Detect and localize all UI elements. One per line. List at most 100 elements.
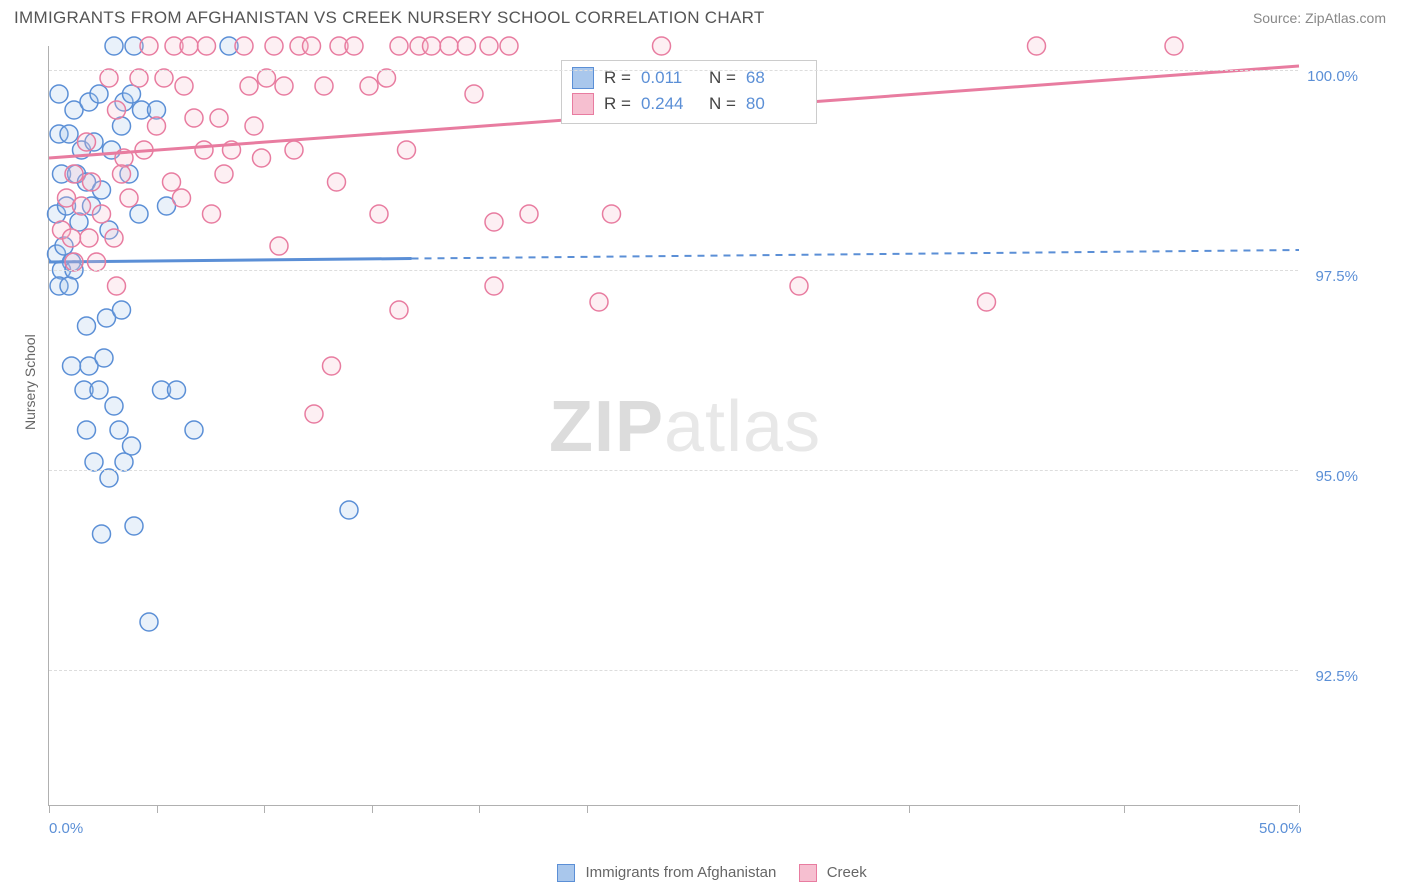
scatter-svg — [49, 46, 1298, 805]
data-point — [198, 37, 216, 55]
data-point — [215, 165, 233, 183]
x-tick — [1299, 805, 1300, 813]
data-point — [130, 69, 148, 87]
data-point — [168, 381, 186, 399]
data-point — [458, 37, 476, 55]
data-point — [440, 37, 458, 55]
chart-plot-area: ZIPatlas R = 0.011 N = 68 R = 0.244 N = … — [48, 46, 1298, 806]
data-point — [130, 205, 148, 223]
legend-n-value-series2: 80 — [746, 91, 804, 117]
data-point — [285, 141, 303, 159]
legend-r-label: R = — [604, 91, 631, 117]
grid-line — [49, 470, 1298, 471]
legend-r-label: R = — [604, 65, 631, 91]
data-point — [603, 205, 621, 223]
data-point — [148, 117, 166, 135]
x-tick — [264, 805, 265, 813]
x-tick — [49, 805, 50, 813]
legend-row-series1: R = 0.011 N = 68 — [572, 65, 804, 91]
data-point — [790, 277, 808, 295]
data-point — [140, 613, 158, 631]
data-point — [303, 37, 321, 55]
data-point — [93, 525, 111, 543]
y-axis-label: Nursery School — [22, 334, 38, 430]
data-point — [88, 253, 106, 271]
legend-r-value-series1: 0.011 — [641, 65, 699, 91]
data-point — [100, 469, 118, 487]
data-point — [73, 197, 91, 215]
data-point — [93, 205, 111, 223]
data-point — [65, 165, 83, 183]
data-point — [653, 37, 671, 55]
data-point — [80, 229, 98, 247]
data-point — [65, 253, 83, 271]
x-tick-label: 50.0% — [1259, 820, 1302, 837]
data-point — [203, 205, 221, 223]
data-point — [108, 277, 126, 295]
data-point — [315, 77, 333, 95]
data-point — [590, 293, 608, 311]
data-point — [175, 77, 193, 95]
data-point — [185, 109, 203, 127]
data-point — [113, 117, 131, 135]
data-point — [195, 141, 213, 159]
data-point — [108, 101, 126, 119]
data-point — [100, 69, 118, 87]
legend-row-series2: R = 0.244 N = 80 — [572, 91, 804, 117]
data-point — [465, 85, 483, 103]
data-point — [240, 77, 258, 95]
legend-swatch-series2 — [572, 93, 594, 115]
x-tick — [1124, 805, 1125, 813]
x-tick — [157, 805, 158, 813]
data-point — [185, 421, 203, 439]
bottom-label-series2: Creek — [827, 864, 867, 881]
data-point — [258, 69, 276, 87]
bottom-legend: Immigrants from Afghanistan Creek — [0, 864, 1406, 882]
data-point — [155, 69, 173, 87]
data-point — [323, 357, 341, 375]
grid-line — [49, 270, 1298, 271]
data-point — [390, 37, 408, 55]
data-point — [70, 213, 88, 231]
data-point — [123, 85, 141, 103]
grid-line — [49, 670, 1298, 671]
data-point — [370, 205, 388, 223]
data-point — [85, 453, 103, 471]
data-point — [78, 421, 96, 439]
data-point — [140, 37, 158, 55]
x-tick — [909, 805, 910, 813]
data-point — [390, 301, 408, 319]
data-point — [340, 501, 358, 519]
data-point — [500, 37, 518, 55]
data-point — [253, 149, 271, 167]
data-point — [163, 173, 181, 191]
grid-line — [49, 70, 1298, 71]
data-point — [105, 229, 123, 247]
data-point — [78, 317, 96, 335]
source-label: Source: ZipAtlas.com — [1253, 10, 1386, 26]
data-point — [235, 37, 253, 55]
bottom-swatch-series1 — [557, 864, 575, 882]
x-tick — [372, 805, 373, 813]
trend-line-extrapolated — [412, 250, 1300, 259]
chart-title: IMMIGRANTS FROM AFGHANISTAN VS CREEK NUR… — [14, 8, 765, 28]
data-point — [60, 125, 78, 143]
data-point — [115, 453, 133, 471]
data-point — [398, 141, 416, 159]
data-point — [270, 237, 288, 255]
data-point — [480, 37, 498, 55]
data-point — [120, 189, 138, 207]
data-point — [173, 189, 191, 207]
data-point — [60, 277, 78, 295]
data-point — [105, 37, 123, 55]
data-point — [50, 85, 68, 103]
y-tick-label: 92.5% — [1315, 668, 1358, 685]
data-point — [378, 69, 396, 87]
x-tick-label: 0.0% — [49, 820, 83, 837]
data-point — [180, 37, 198, 55]
data-point — [423, 37, 441, 55]
data-point — [123, 437, 141, 455]
data-point — [78, 133, 96, 151]
data-point — [105, 397, 123, 415]
y-tick-label: 95.0% — [1315, 468, 1358, 485]
